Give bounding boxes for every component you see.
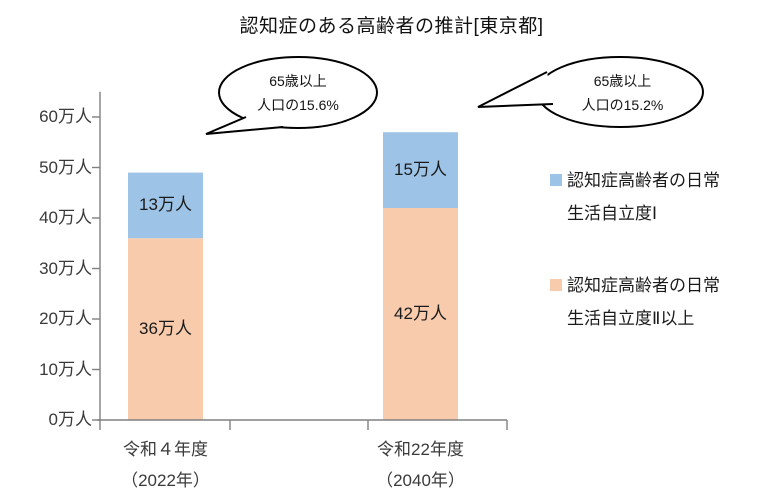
bar-segment bbox=[128, 172, 203, 239]
x-axis-ticks bbox=[99, 420, 508, 430]
bar-series-group bbox=[128, 132, 458, 420]
chart-title: 認知症のある高齢者の推計[東京都] bbox=[239, 16, 544, 37]
bar-segment bbox=[128, 238, 203, 420]
speech-bubble-1-oval bbox=[218, 56, 378, 129]
speech-bubble-2-tail bbox=[477, 71, 554, 108]
axes bbox=[92, 91, 508, 430]
speech-bubble-2 bbox=[477, 56, 704, 128]
y-axis-ticks bbox=[92, 116, 100, 421]
speech-bubble-1 bbox=[205, 56, 378, 135]
speech-bubble-2-oval bbox=[536, 56, 704, 128]
bar-segment bbox=[383, 132, 458, 208]
speech-bubble-1-tail bbox=[205, 116, 284, 135]
bar-segment bbox=[383, 207, 458, 420]
